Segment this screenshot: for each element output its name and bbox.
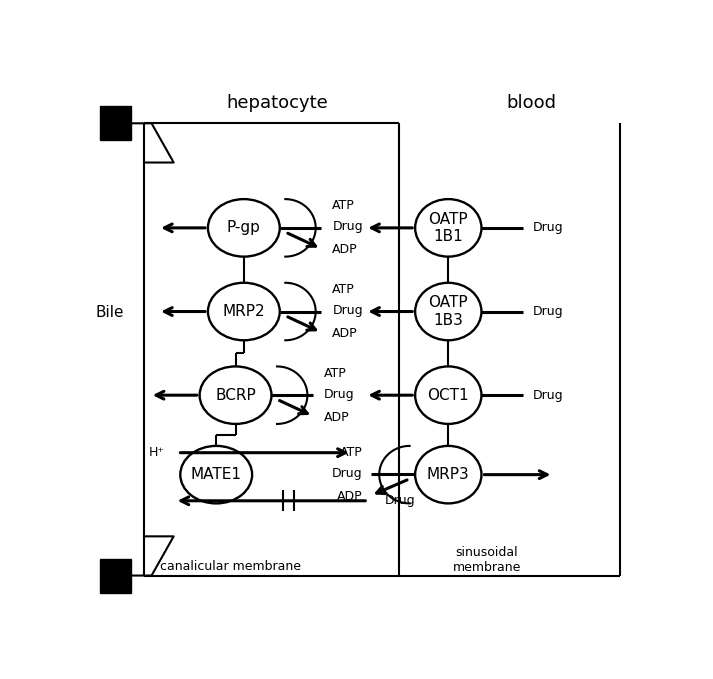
Ellipse shape xyxy=(415,282,481,340)
Ellipse shape xyxy=(180,446,252,503)
Text: Drug: Drug xyxy=(533,305,563,318)
Text: OATP
1B3: OATP 1B3 xyxy=(429,295,468,328)
Text: Drug: Drug xyxy=(533,388,563,402)
Ellipse shape xyxy=(200,367,272,424)
Ellipse shape xyxy=(415,367,481,424)
Text: OCT1: OCT1 xyxy=(428,388,469,403)
Text: ADP: ADP xyxy=(332,243,358,257)
Text: MATE1: MATE1 xyxy=(190,467,242,482)
Text: Drug: Drug xyxy=(332,467,363,480)
Text: ATP: ATP xyxy=(332,200,355,213)
Text: Drug: Drug xyxy=(533,221,563,234)
Text: ADP: ADP xyxy=(332,327,358,340)
Ellipse shape xyxy=(208,282,279,340)
Text: OATP
1B1: OATP 1B1 xyxy=(429,212,468,244)
Text: P-gp: P-gp xyxy=(227,221,261,236)
Text: ATP: ATP xyxy=(332,283,355,296)
Ellipse shape xyxy=(208,199,279,257)
Text: BCRP: BCRP xyxy=(215,388,256,403)
FancyBboxPatch shape xyxy=(100,559,130,593)
Text: Drug: Drug xyxy=(332,304,363,317)
Text: Drug: Drug xyxy=(385,494,416,507)
Ellipse shape xyxy=(415,446,481,503)
Text: ATP: ATP xyxy=(340,446,363,459)
Text: ADP: ADP xyxy=(337,490,363,503)
Text: MRP2: MRP2 xyxy=(222,304,265,319)
Text: H⁺: H⁺ xyxy=(149,446,165,459)
Text: blood: blood xyxy=(506,94,556,113)
Text: MRP3: MRP3 xyxy=(427,467,470,482)
Text: ATP: ATP xyxy=(324,367,347,380)
FancyBboxPatch shape xyxy=(100,107,130,141)
Ellipse shape xyxy=(415,199,481,257)
Text: Drug: Drug xyxy=(324,388,354,401)
Text: sinusoidal
membrane: sinusoidal membrane xyxy=(453,546,521,574)
Text: canalicular membrane: canalicular membrane xyxy=(160,560,301,573)
Text: Drug: Drug xyxy=(332,220,363,234)
Text: Bile: Bile xyxy=(96,305,124,320)
Text: hepatocyte: hepatocyte xyxy=(226,94,328,113)
Text: ADP: ADP xyxy=(324,411,349,424)
